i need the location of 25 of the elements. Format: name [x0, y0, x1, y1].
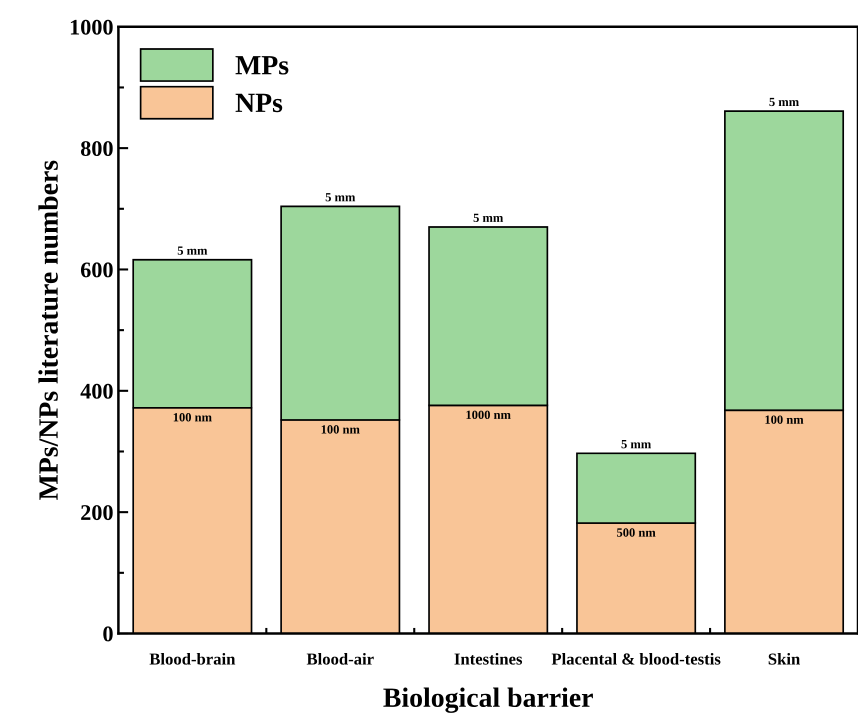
annotation: 5 mm [474, 214, 504, 222]
y-tick-label: 200 [81, 505, 113, 520]
y-axis-title: MPs/NPs literature numbers [38, 160, 58, 500]
x-tick-label: Intestines [454, 652, 522, 665]
y-tick-label: 400 [80, 384, 113, 399]
x-tick-label: Blood-brain [150, 652, 236, 665]
legend-label: MPs [236, 56, 288, 75]
annotation: 100 nm [765, 415, 804, 424]
y-tick-label: 800 [80, 141, 113, 156]
annotation: 1000 nm [466, 410, 511, 420]
annotation: 5 mm [326, 193, 356, 202]
y-tick-label: 1000 [70, 20, 113, 35]
annotation: 100 nm [174, 413, 212, 422]
y-tick-label: 600 [80, 262, 113, 278]
x-tick-label: Placental & blood-testis [552, 652, 720, 665]
annotation: 5 mm [178, 246, 208, 255]
annotation: 5 mm [769, 98, 799, 106]
y-tick-label: 0 [103, 626, 113, 642]
x-axis-title: Biological barrier [383, 688, 593, 713]
annotation: 500 nm [617, 528, 656, 537]
annotation: 100 nm [322, 425, 360, 434]
legend-label: NPs [236, 94, 282, 112]
x-tick-label: Skin [768, 652, 800, 665]
annotation: 5 mm [622, 440, 652, 448]
x-tick-label: Blood-air [306, 652, 374, 665]
